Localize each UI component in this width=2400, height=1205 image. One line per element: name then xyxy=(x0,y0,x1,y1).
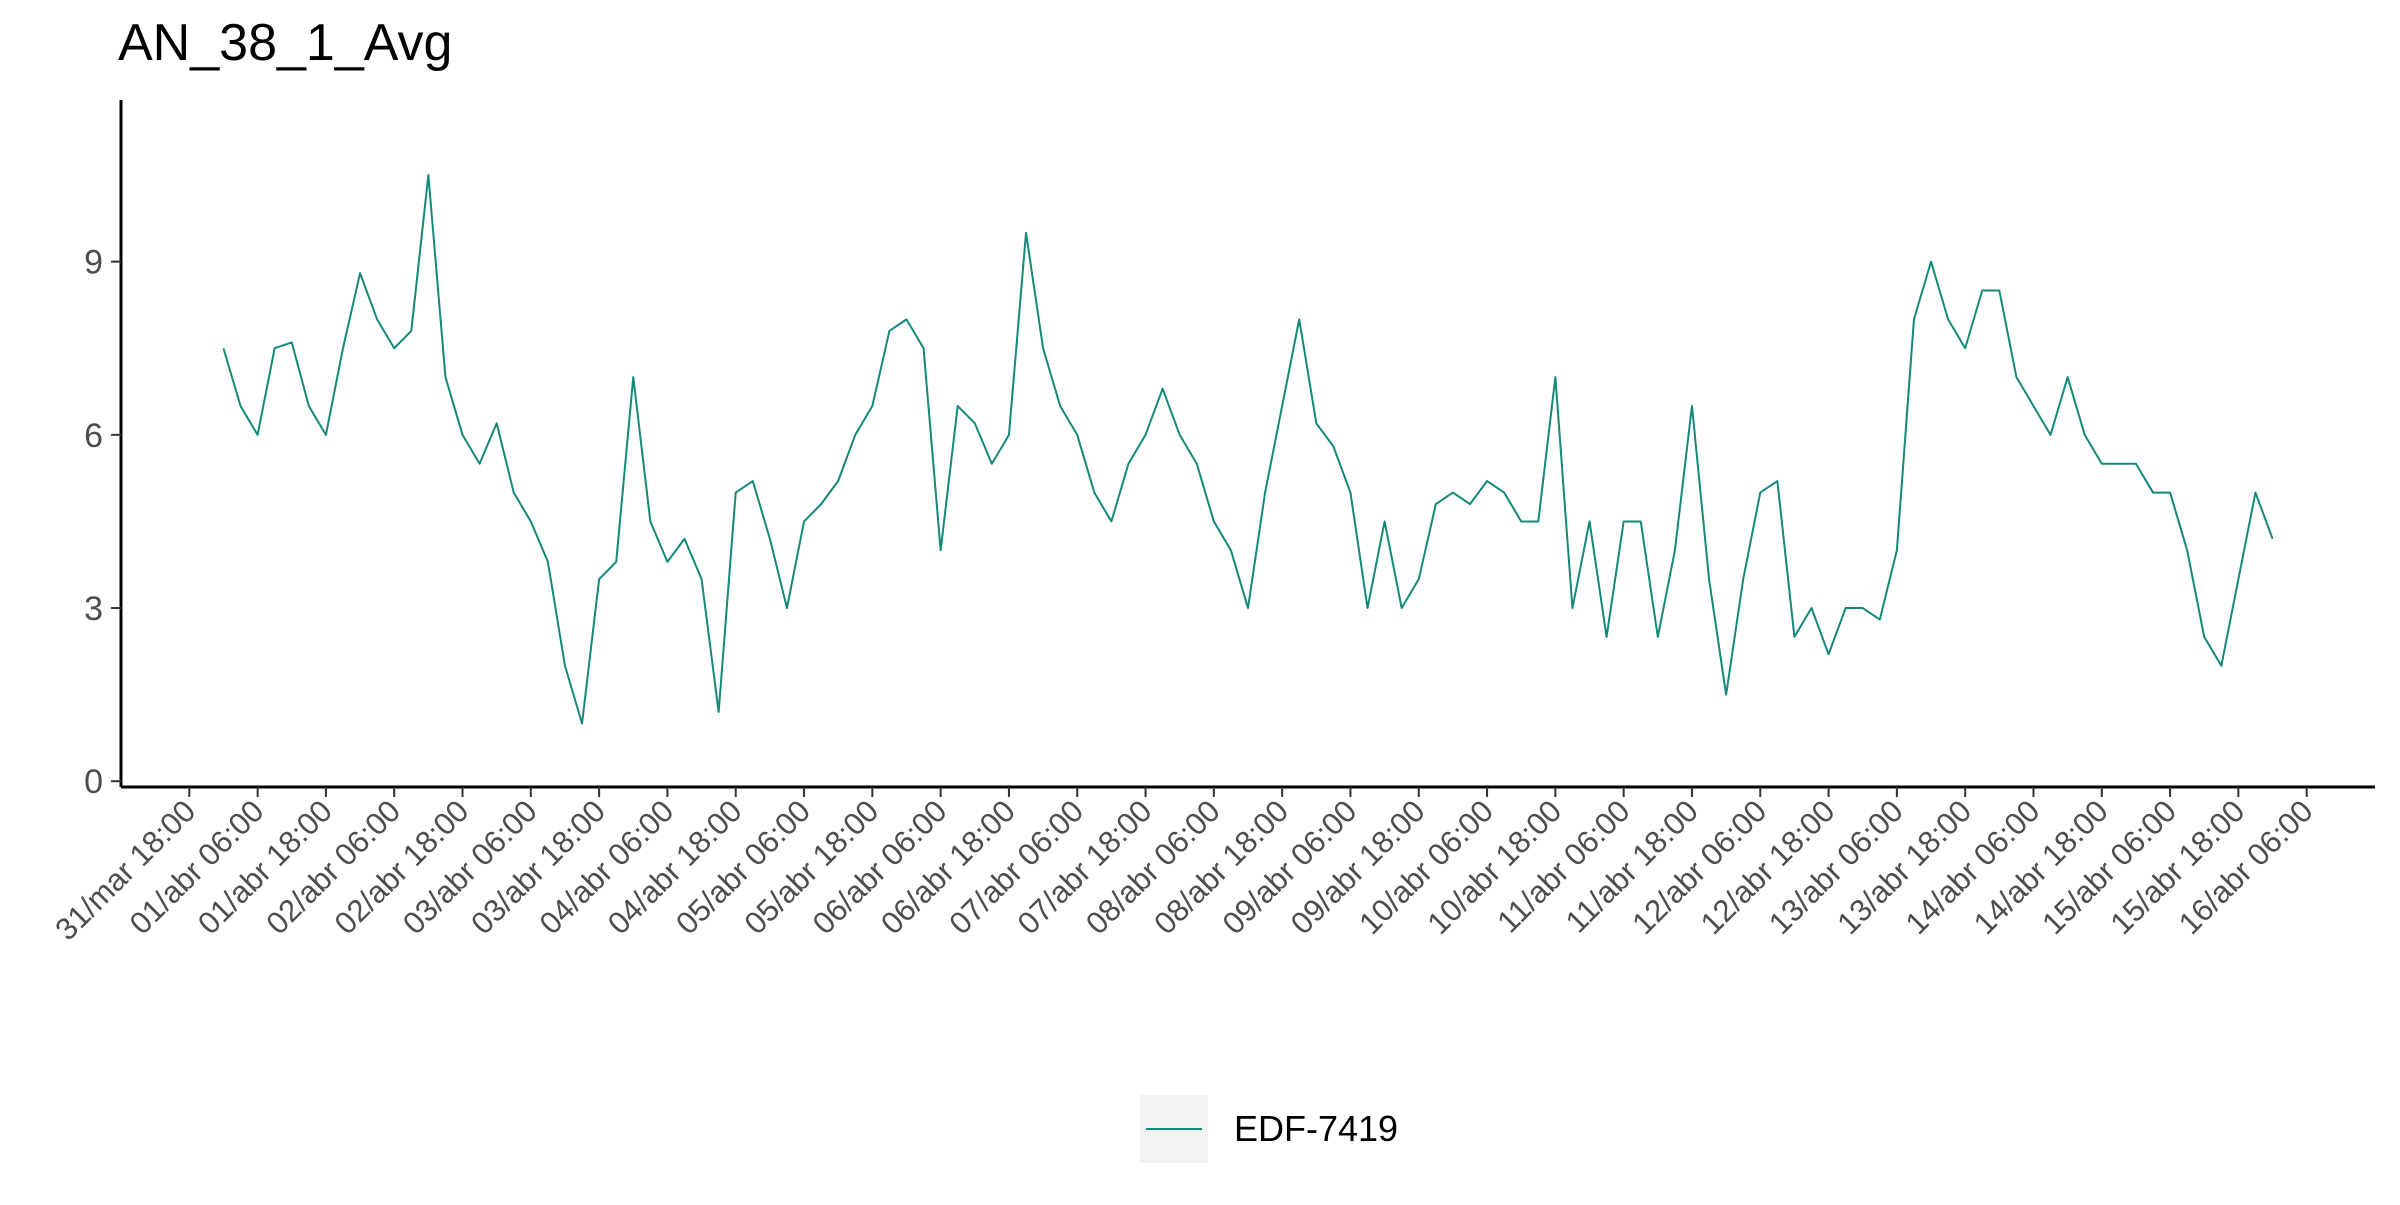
legend-label: EDF-7419 xyxy=(1234,1108,1398,1149)
y-tick-label: 0 xyxy=(84,763,103,801)
y-tick-label: 3 xyxy=(84,590,103,628)
chart-title: AN_38_1_Avg xyxy=(118,14,452,72)
y-tick-label: 6 xyxy=(84,417,103,455)
data-line xyxy=(222,174,2274,725)
y-tick-label: 9 xyxy=(84,244,103,282)
